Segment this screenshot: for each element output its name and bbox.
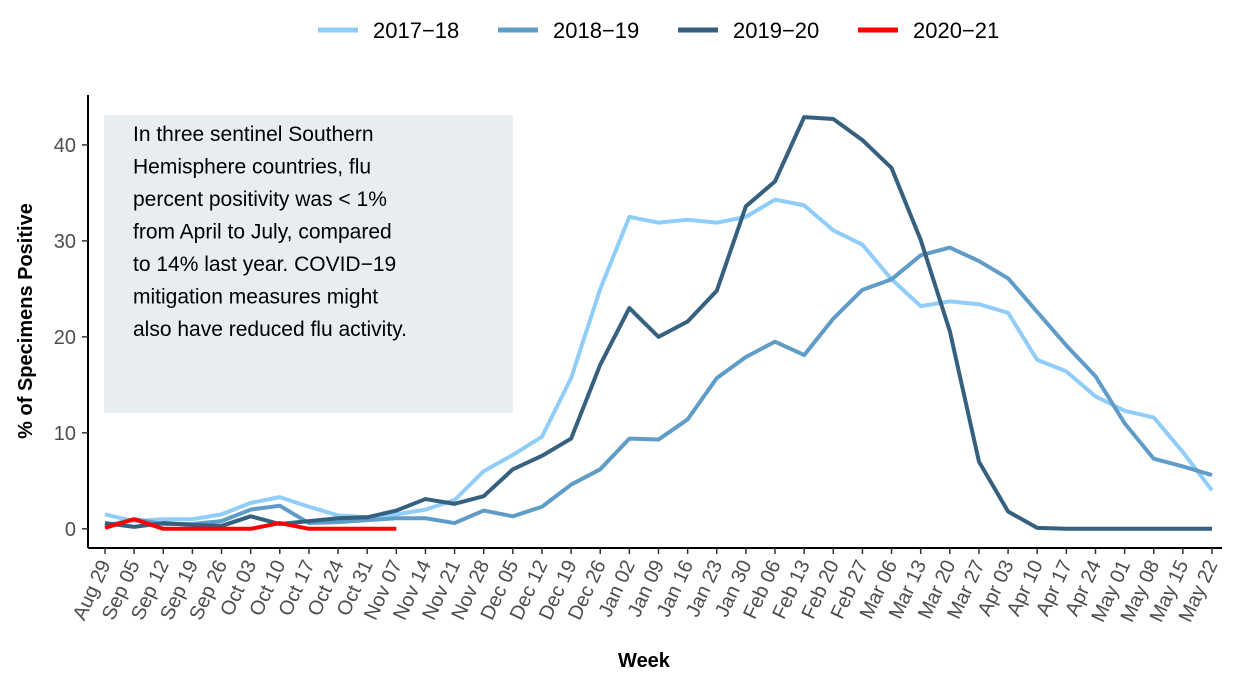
y-tick-label: 20 [54,327,76,349]
y-tick-label: 0 [65,519,76,541]
annotation-text: In three sentinel Southern [133,123,374,146]
legend-label: 2020−21 [913,18,999,43]
y-tick-label: 30 [54,231,76,253]
annotation-text: percent positivity was < 1% [133,188,387,211]
y-axis-title: % of Specimens Positive [15,203,37,439]
x-axis-title: Week [618,650,671,672]
annotation-text: from April to July, compared [133,221,392,244]
annotation-text: also have reduced flu activity. [133,318,407,341]
annotation-text: mitigation measures might [133,286,378,309]
annotation-text: to 14% last year. COVID−19 [133,253,396,276]
series-line [104,245,1213,528]
legend-label: 2019−20 [733,18,819,43]
series-line [104,517,397,531]
legend-label: 2017−18 [373,18,459,43]
legend-label: 2018−19 [553,18,639,43]
y-tick-label: 40 [54,135,76,157]
series-line [104,197,1214,524]
annotation-text: Hemisphere countries, flu [133,156,371,179]
annotation-box [104,115,513,413]
y-tick-label: 10 [54,423,76,445]
